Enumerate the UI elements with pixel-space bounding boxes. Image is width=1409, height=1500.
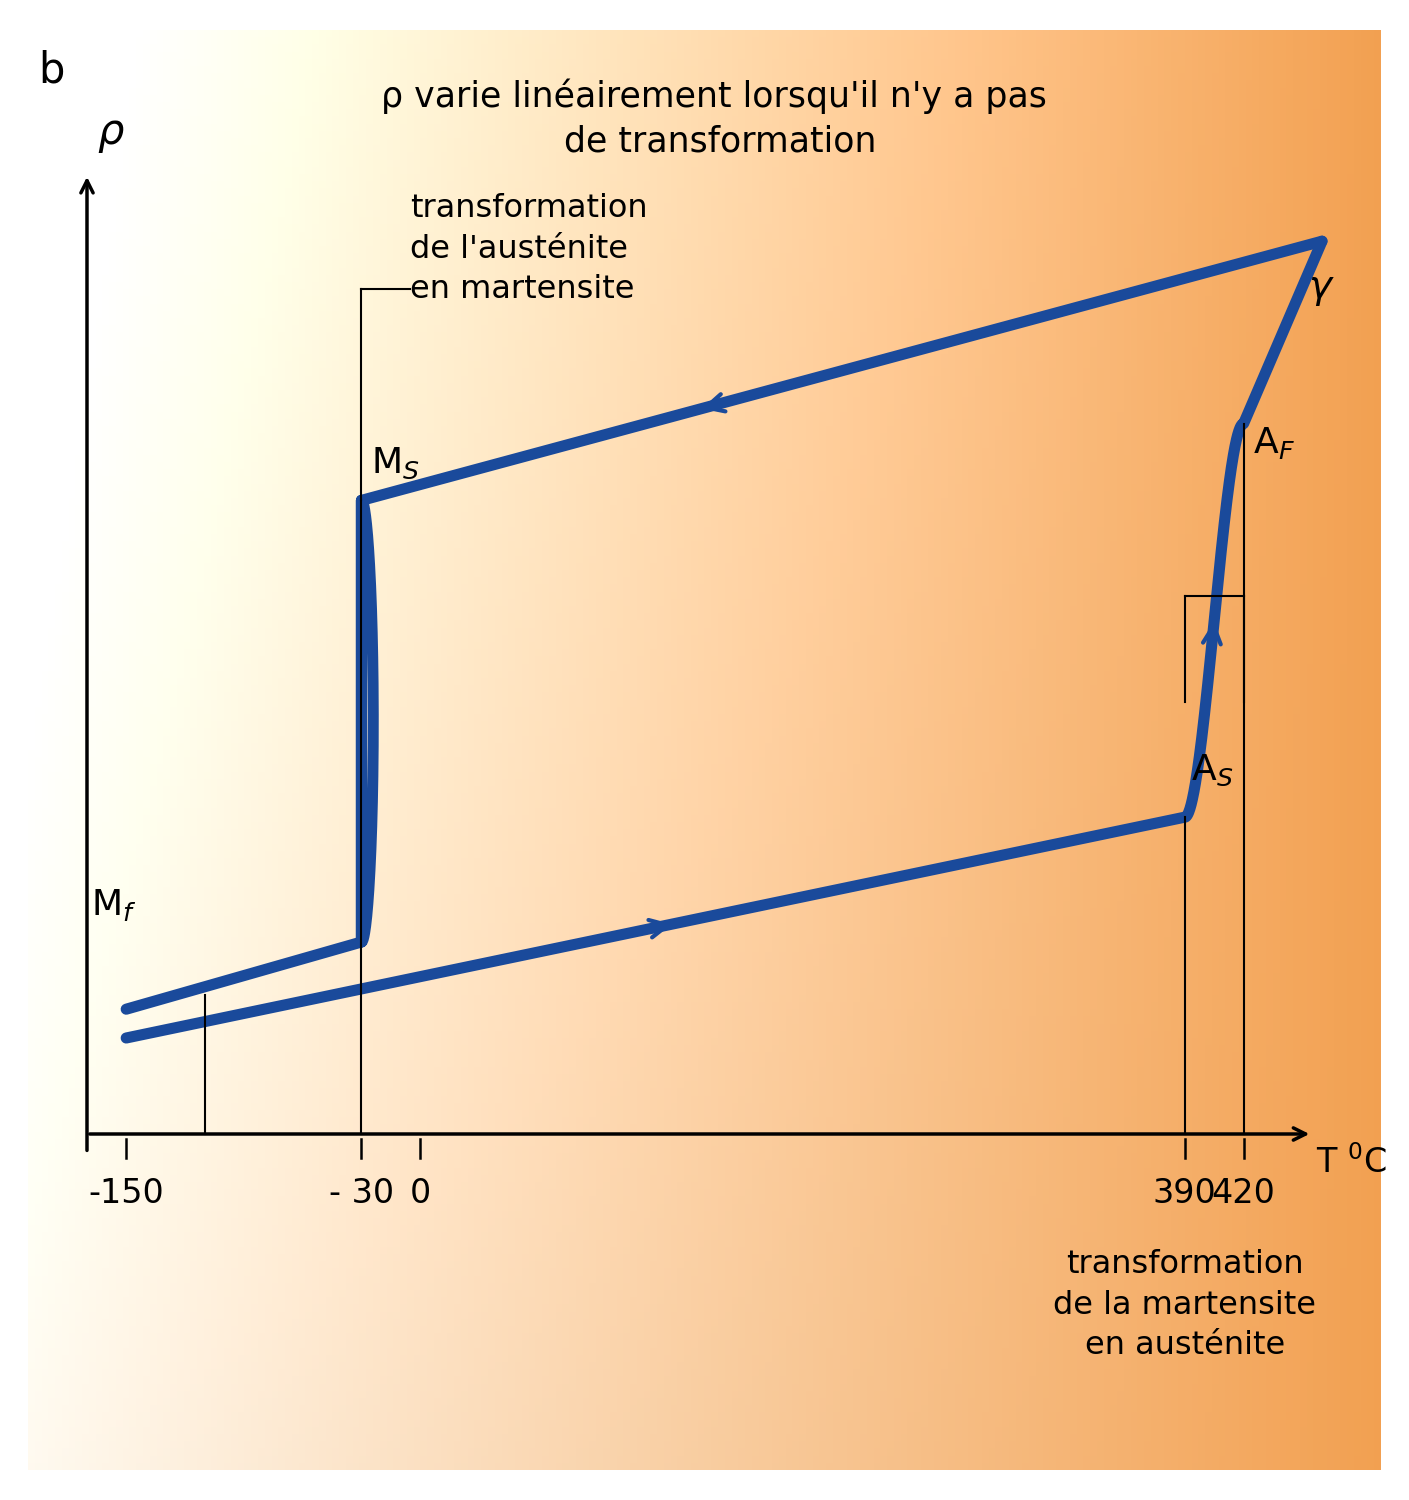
Text: 390: 390 bbox=[1153, 1178, 1216, 1210]
Text: transformation
de la martensite
en austénite: transformation de la martensite en austé… bbox=[1054, 1250, 1316, 1362]
Text: 0: 0 bbox=[410, 1178, 431, 1210]
Text: 420: 420 bbox=[1212, 1178, 1275, 1210]
Text: b: b bbox=[38, 50, 65, 92]
Text: -150: -150 bbox=[89, 1178, 163, 1210]
Text: - 30: - 30 bbox=[328, 1178, 395, 1210]
Text: T $^0$C: T $^0$C bbox=[1316, 1146, 1386, 1180]
Text: A$_F$: A$_F$ bbox=[1254, 424, 1295, 460]
Text: M$_S$: M$_S$ bbox=[371, 446, 420, 482]
Text: $\rho$: $\rho$ bbox=[97, 112, 125, 154]
Text: transformation
de l'austénite
en martensite: transformation de l'austénite en martens… bbox=[410, 194, 648, 306]
Text: ρ varie linéairement lorsqu'il n'y a pas
 de transformation: ρ varie linéairement lorsqu'il n'y a pas… bbox=[382, 78, 1047, 159]
Text: $\gamma$: $\gamma$ bbox=[1309, 270, 1334, 308]
Text: M$_f$: M$_f$ bbox=[92, 886, 137, 922]
Text: A$_S$: A$_S$ bbox=[1191, 753, 1233, 789]
